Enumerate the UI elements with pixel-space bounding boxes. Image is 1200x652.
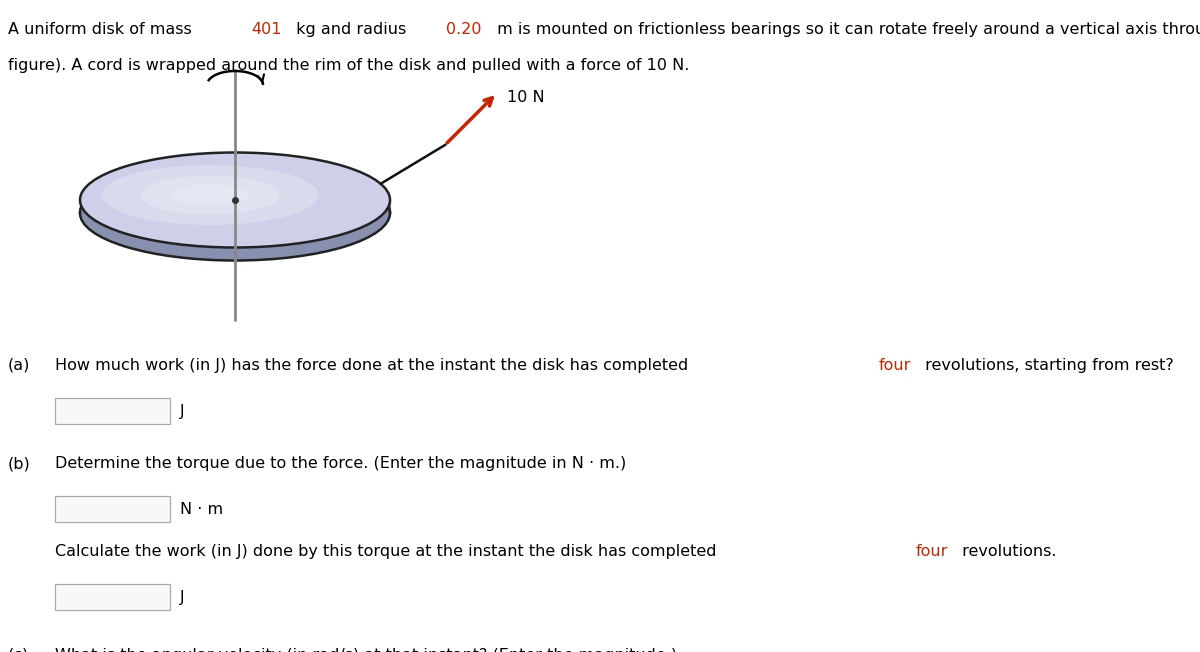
Text: N · m: N · m [180, 501, 223, 516]
Text: (a): (a) [8, 358, 30, 373]
Text: A uniform disk of mass: A uniform disk of mass [8, 22, 197, 37]
Text: 401: 401 [252, 22, 282, 37]
FancyBboxPatch shape [55, 496, 170, 522]
Ellipse shape [80, 153, 390, 248]
FancyBboxPatch shape [55, 398, 170, 424]
Text: revolutions, starting from rest?: revolutions, starting from rest? [920, 358, 1175, 373]
Ellipse shape [172, 185, 248, 205]
Text: four: four [916, 544, 948, 559]
Ellipse shape [140, 176, 280, 215]
Text: four: four [878, 358, 911, 373]
Text: What is the angular velocity (in rad/s) at that instant? (Enter the magnitude.): What is the angular velocity (in rad/s) … [55, 648, 677, 652]
Text: revolutions.: revolutions. [956, 544, 1056, 559]
Text: m is mounted on frictionless bearings so it can rotate freely around a vertical : m is mounted on frictionless bearings so… [492, 22, 1200, 37]
Text: kg and radius: kg and radius [292, 22, 412, 37]
Text: 10 N: 10 N [508, 91, 545, 106]
Text: (c): (c) [8, 648, 29, 652]
Text: J: J [180, 589, 185, 604]
Text: How much work (in J) has the force done at the instant the disk has completed: How much work (in J) has the force done … [55, 358, 694, 373]
FancyBboxPatch shape [55, 584, 170, 610]
Text: 0.20: 0.20 [446, 22, 482, 37]
Text: Determine the torque due to the force. (Enter the magnitude in N · m.): Determine the torque due to the force. (… [55, 456, 626, 471]
Ellipse shape [102, 165, 318, 225]
Text: J: J [180, 404, 185, 419]
Text: (b): (b) [8, 456, 31, 471]
Text: figure). A cord is wrapped around the rim of the disk and pulled with a force of: figure). A cord is wrapped around the ri… [8, 58, 689, 73]
Ellipse shape [80, 166, 390, 261]
Text: Calculate the work (in J) done by this torque at the instant the disk has comple: Calculate the work (in J) done by this t… [55, 544, 721, 559]
